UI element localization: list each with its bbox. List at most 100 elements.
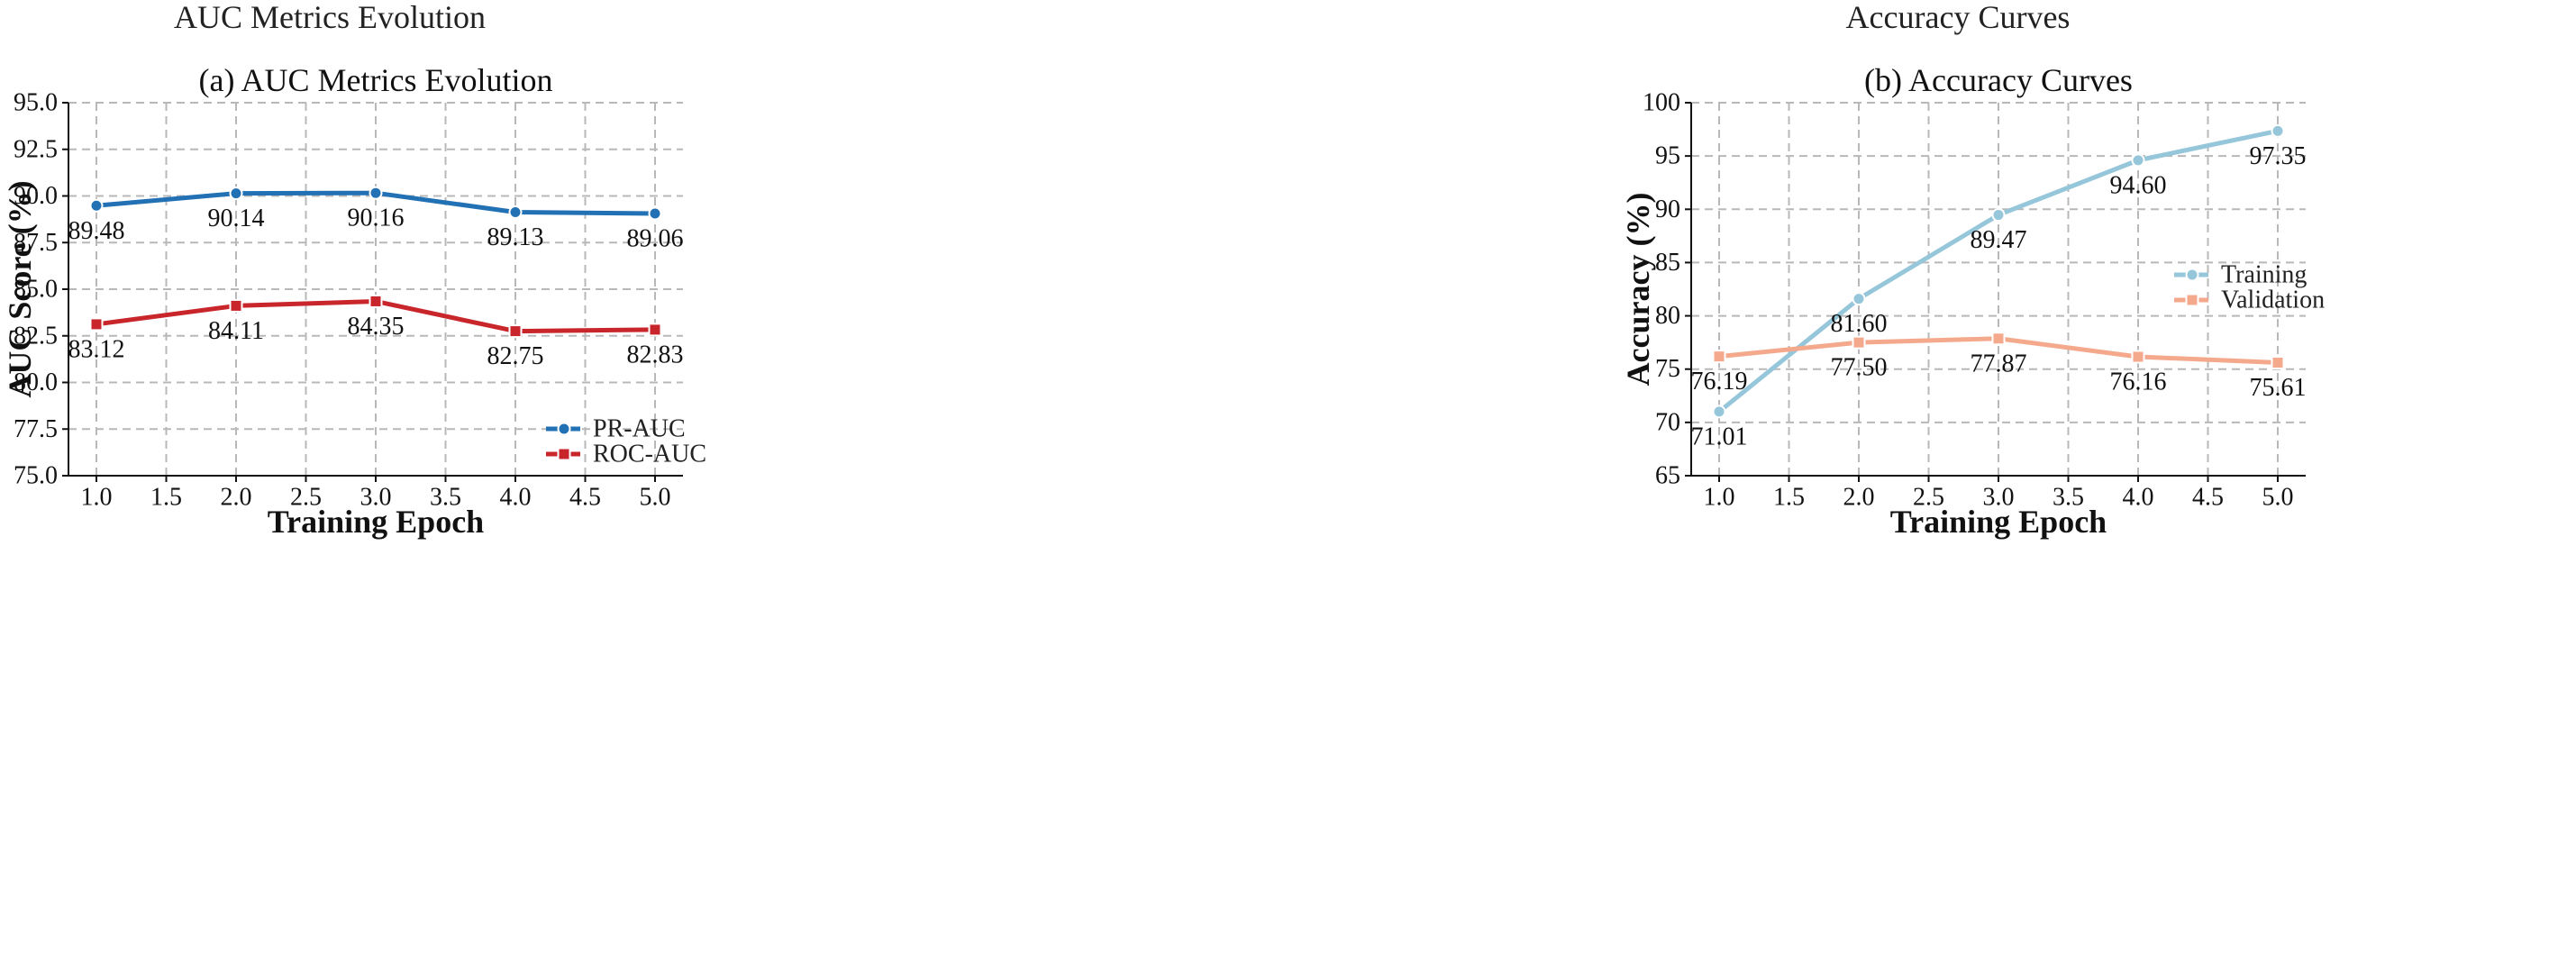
y-tick-label: 90.0: [14, 182, 58, 210]
y-tick-label: 75: [1655, 355, 1680, 383]
x-tick-label: 3.5: [2053, 484, 2084, 512]
series-validation: 76.19 77.50 77.87 76.16 75.61: [1691, 332, 2307, 402]
legend-label: PR-AUC: [593, 415, 686, 443]
data-label: 76.19: [1691, 368, 1748, 396]
data-label: 84.35: [348, 313, 405, 341]
chart-title: (a) AUC Metrics Evolution: [199, 62, 553, 98]
x-tick-label: 2.5: [1913, 484, 1944, 512]
legend-label: Validation: [2221, 286, 2325, 314]
x-tick-label: 1.5: [150, 484, 182, 512]
chart-accuracy-curves: Accuracy Curves (b) Accuracy Curves 1.0 1.5…: [1620, 0, 2325, 540]
data-label: 89.48: [68, 217, 125, 245]
chart-suptitle: AUC Metrics Evolution: [174, 0, 486, 35]
y-tick-label: 85.0: [14, 276, 58, 304]
data-label: 82.83: [627, 341, 684, 368]
data-point: [2131, 350, 2145, 364]
series-pr-auc: 89.48 90.14 90.16 89.13 89.06: [68, 186, 684, 252]
data-point: [89, 317, 104, 332]
y-axis-label: Accuracy (%): [1620, 193, 1656, 386]
y-tick-label: 70: [1655, 408, 1680, 436]
x-axis-label: Training Epoch: [268, 504, 484, 540]
legend-marker: [557, 447, 571, 461]
y-tick-label: 95: [1655, 142, 1680, 170]
x-tick-label: 4.5: [2192, 484, 2224, 512]
x-tick-label: 1.0: [81, 484, 113, 512]
y-tick-label: 80: [1655, 302, 1680, 330]
data-label: 89.06: [627, 224, 684, 252]
x-tick-label: 2.0: [1843, 484, 1875, 512]
legend-item-pr-auc: PR-AUC: [546, 415, 686, 443]
y-tick-label: 75.0: [14, 462, 58, 490]
x-tick-label: 3.0: [360, 484, 392, 512]
y-tick-label: 82.5: [14, 322, 58, 350]
x-tick-label: 4.0: [500, 484, 532, 512]
y-tick-label: 92.5: [14, 135, 58, 163]
x-tick-label: 1.0: [1704, 484, 1735, 512]
data-point: [2271, 123, 2285, 138]
chart-auc-metrics: AUC Metrics Evolution (a) AUC Metrics Evo…: [2, 0, 706, 540]
grid-lines: [68, 102, 683, 477]
data-point: [2131, 153, 2145, 168]
legend-item-roc-auc: ROC-AUC: [546, 441, 706, 468]
grid-lines: [1691, 102, 2306, 477]
data-label: 84.11: [208, 317, 264, 345]
y-tick-label: 77.5: [14, 415, 58, 443]
data-point: [648, 323, 662, 337]
data-point: [89, 198, 104, 213]
data-label: 71.01: [1691, 423, 1748, 450]
data-label: 76.16: [2110, 368, 2167, 396]
y-tick-label: 100: [1643, 89, 1680, 117]
x-tick-label: 2.5: [290, 484, 322, 512]
x-tick-label: 4.5: [569, 484, 601, 512]
x-tick-label: 5.0: [640, 484, 671, 512]
data-label: 89.47: [1971, 226, 2027, 254]
data-point: [229, 186, 243, 201]
legend-marker: [557, 422, 571, 436]
chart-suptitle: Accuracy Curves: [1846, 0, 2071, 35]
data-label: 97.35: [2250, 142, 2307, 170]
data-label: 77.87: [1971, 350, 2027, 377]
x-axis-label: Training Epoch: [1890, 504, 2107, 540]
data-point: [1852, 335, 1866, 350]
x-tick-label: 1.5: [1773, 484, 1805, 512]
series-roc-auc: 83.12 84.11 84.35 82.75 82.83: [68, 294, 684, 370]
data-point: [1991, 332, 2006, 346]
data-point: [1712, 405, 1726, 419]
data-label: 90.16: [348, 205, 405, 232]
data-label: 90.14: [208, 205, 265, 232]
data-point: [2271, 355, 2285, 369]
data-point: [1852, 292, 1866, 306]
y-tick-label: 85: [1655, 249, 1680, 277]
data-point: [508, 324, 523, 339]
data-label: 89.13: [487, 223, 544, 251]
legend-marker: [2185, 268, 2199, 282]
data-point: [508, 205, 523, 220]
data-point: [369, 294, 383, 308]
y-tick-label: 87.5: [14, 229, 58, 257]
x-tick-label: 5.0: [2262, 484, 2294, 512]
data-point: [1991, 208, 2006, 223]
y-tick-label: 65: [1655, 462, 1680, 490]
legend-item-training: Training: [2174, 261, 2307, 289]
x-tick-label: 3.5: [430, 484, 461, 512]
y-tick-label: 80.0: [14, 368, 58, 396]
data-label: 81.60: [1831, 310, 1888, 338]
data-label: 83.12: [68, 335, 125, 363]
y-tick-label: 90: [1655, 196, 1680, 223]
legend-item-validation: Validation: [2174, 286, 2325, 314]
chart-title: (b) Accuracy Curves: [1864, 62, 2133, 98]
data-label: 75.61: [2250, 374, 2307, 402]
legend-label: ROC-AUC: [593, 441, 706, 468]
data-point: [1712, 350, 1726, 364]
series-training: 71.01 81.60 89.47 94.60 97.35: [1691, 123, 2307, 450]
x-tick-label: 2.0: [221, 484, 252, 512]
x-tick-label: 3.0: [1983, 484, 2015, 512]
data-point: [648, 206, 662, 221]
x-tick-label: 4.0: [2123, 484, 2154, 512]
data-label: 77.50: [1831, 354, 1888, 382]
y-axis-label: AUC Score (%): [2, 180, 38, 397]
legend-marker: [2185, 293, 2199, 307]
